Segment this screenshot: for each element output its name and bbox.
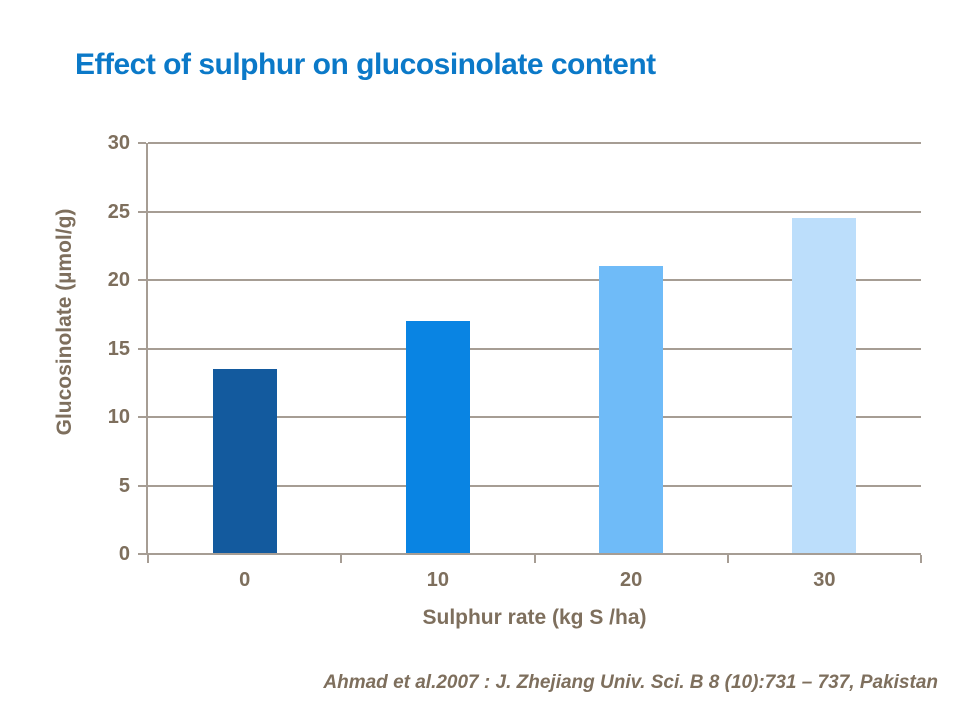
- y-tick-label-25: 25: [107, 200, 130, 223]
- y-tick-label-30: 30: [107, 132, 130, 154]
- y-axis-tick: [138, 484, 146, 487]
- x-axis-tick: [147, 555, 149, 563]
- y-tick-label-15: 15: [107, 337, 130, 360]
- y-tick-label-0: 0: [118, 543, 130, 565]
- gridline-30: [148, 142, 921, 144]
- x-axis-tick: [920, 555, 922, 563]
- chart-title: Effect of sulphur on glucosinolate conte…: [75, 48, 656, 81]
- x-axis-title: Sulphur rate (kg S /ha): [422, 606, 647, 629]
- gridline-25: [148, 210, 921, 213]
- x-tick-label-20: 20: [620, 569, 643, 591]
- y-axis-tick: [138, 279, 146, 281]
- x-axis-line: [146, 553, 921, 555]
- y-axis-title: Glucosinolate (µmol/g): [53, 208, 76, 436]
- y-axis-tick: [138, 347, 146, 350]
- bar-sulphur-20: [599, 266, 664, 554]
- y-axis-tick: [138, 210, 146, 213]
- x-axis-tick: [726, 555, 729, 563]
- y-axis-tick: [138, 553, 146, 555]
- x-tick-label-30: 30: [813, 569, 836, 591]
- gridline-10: [148, 416, 921, 418]
- y-tick-label-5: 5: [118, 474, 130, 497]
- y-tick-label-10: 10: [107, 406, 130, 428]
- gridline-15: [148, 347, 921, 350]
- y-axis-tick: [138, 142, 146, 144]
- citation-text: Ahmad et al.2007 : J. Zhejiang Univ. Sci…: [323, 672, 938, 693]
- bar-chart-plot-area: 0 5 10 15 20 25 30 0 10 20 30: [108, 132, 922, 591]
- y-axis-line: [146, 143, 148, 555]
- bar-sulphur-10: [405, 321, 470, 554]
- x-axis-tick: [533, 555, 536, 563]
- x-tick-label-0: 0: [239, 569, 251, 591]
- gridline-20: [148, 279, 921, 281]
- bar-sulphur-30: [792, 218, 857, 554]
- x-tick-label-10: 10: [426, 569, 449, 591]
- y-axis-tick: [138, 416, 146, 418]
- bar-sulphur-0: [212, 369, 277, 554]
- x-axis-tick: [340, 555, 343, 563]
- gridline-5: [148, 484, 921, 487]
- y-tick-label-20: 20: [107, 269, 130, 291]
